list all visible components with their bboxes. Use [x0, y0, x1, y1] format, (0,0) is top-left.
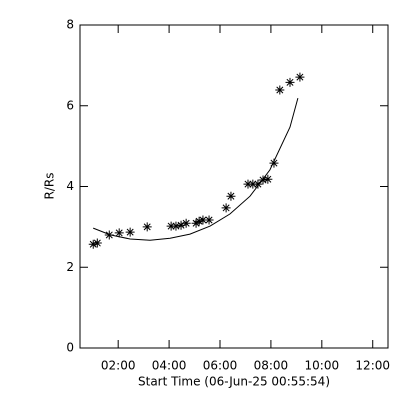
data-point — [204, 215, 214, 225]
x-tick-label: 02:00 — [101, 359, 136, 373]
data-point — [226, 191, 236, 201]
y-tick-label: 2 — [66, 260, 74, 274]
y-tick-label: 8 — [66, 18, 74, 32]
x-axis-label: Start Time (06-Jun-25 00:55:54) — [138, 375, 330, 389]
data-point — [221, 203, 231, 213]
data-point — [114, 228, 124, 238]
data-point — [263, 174, 273, 184]
data-point — [142, 222, 152, 232]
x-tick-label: 08:00 — [254, 359, 289, 373]
fit-line — [93, 97, 299, 241]
data-point — [171, 221, 181, 231]
plot-frame — [79, 24, 389, 349]
y-tick-label: 6 — [66, 98, 74, 112]
data-point — [248, 179, 258, 189]
data-point — [176, 220, 186, 230]
data-point — [269, 158, 279, 168]
data-point — [275, 85, 285, 95]
data-point — [92, 238, 102, 248]
x-tick-label: 10:00 — [305, 359, 340, 373]
x-tick-label: 12:00 — [355, 359, 390, 373]
data-point — [166, 221, 176, 231]
data-point — [104, 230, 114, 240]
data-point — [194, 216, 204, 226]
x-tick-label: 06:00 — [203, 359, 238, 373]
data-point — [295, 72, 305, 82]
data-point — [198, 215, 208, 225]
y-tick-label: 0 — [66, 341, 74, 355]
data-point — [191, 218, 201, 228]
y-axis-label: R/Rs — [43, 173, 57, 200]
data-point — [125, 227, 135, 237]
data-point — [285, 77, 295, 87]
data-point — [181, 218, 191, 228]
data-point — [253, 179, 263, 189]
data-point — [243, 179, 253, 189]
x-tick-label: 04:00 — [152, 359, 187, 373]
data-point — [88, 239, 98, 249]
y-tick-label: 4 — [66, 179, 74, 193]
data-point — [258, 175, 268, 185]
